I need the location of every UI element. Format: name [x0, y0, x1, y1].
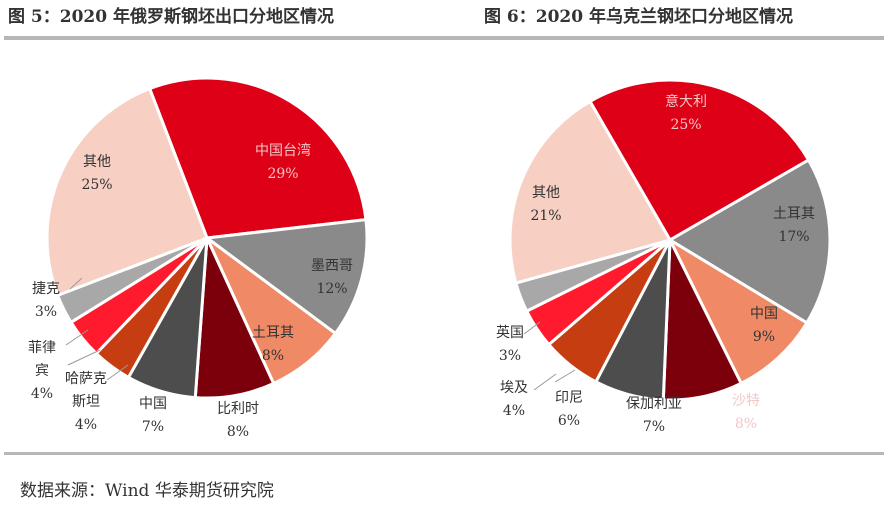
slice-label-right-0: 意大利 25% — [665, 93, 707, 133]
pie-slice-right-8 — [508, 99, 673, 285]
slice-label-right-4: 保加利亚 7% — [626, 396, 682, 435]
slice-pct: 7% — [142, 419, 164, 435]
slice-label-right-1: 土耳其 17% — [773, 206, 815, 245]
chart-title-left: 图 5：2020 年俄罗斯钢坯出口分地区情况 — [8, 7, 334, 27]
pie-slice-left-1 — [203, 217, 369, 336]
slice-pct: 8% — [262, 348, 284, 364]
slice-pct: 25% — [670, 117, 701, 133]
leader-line — [533, 373, 557, 391]
chart-title-right: 图 6：2020 年乌克兰钢坯口分地区情况 — [484, 7, 793, 27]
slice-name: 菲律 — [28, 340, 56, 356]
slice-name: 捷克 — [32, 281, 60, 297]
pie-chart-right: 意大利 25% 土耳其 17% 中国 9% 沙特 8% 保加利亚 7% 印尼 6% 埃及 4% 英国 3% 其他… — [496, 78, 832, 435]
slice-name: 墨西哥 — [311, 258, 353, 274]
slice-label-right-8: 其他 21% — [530, 185, 561, 224]
slice-pct: 25% — [81, 177, 112, 193]
slice-label-left-6: 菲律宾 4% — [28, 340, 56, 402]
pie-slice-right-1 — [667, 157, 832, 325]
slice-name: 意大利 — [665, 93, 707, 110]
slice-label-right-5: 印尼 6% — [555, 390, 583, 429]
slice-pct: 3% — [499, 348, 521, 364]
slice-name: 英国 — [496, 324, 524, 341]
slice-name: 中国台湾 — [255, 142, 311, 159]
leader-line — [523, 321, 541, 335]
slice-label-left-3: 比利时 8% — [217, 401, 259, 440]
slice-name: 中国 — [750, 306, 778, 322]
slice-name: 埃及 — [500, 380, 528, 396]
slice-name: 沙特 — [732, 393, 760, 409]
slice-name: 中国 — [139, 396, 167, 412]
pie-slice-left-8 — [45, 86, 209, 298]
slice-pct: 4% — [503, 403, 525, 419]
leader-line — [65, 329, 89, 346]
slice-name: 斯坦 — [72, 394, 100, 410]
slice-pct: 4% — [31, 386, 53, 402]
leader-line — [554, 369, 576, 383]
slice-pct: 8% — [735, 416, 757, 432]
source-note: 数据来源：Wind 华泰期货研究院 — [20, 481, 274, 501]
slice-label-right-6: 埃及 4% — [500, 380, 528, 419]
slice-name: 宾 — [35, 363, 49, 379]
slice-name: 其他 — [83, 154, 111, 170]
slice-label-left-8: 其他 25% — [81, 154, 112, 193]
slice-name: 比利时 — [217, 401, 259, 417]
slice-pct: 7% — [643, 419, 665, 435]
leader-line — [69, 277, 83, 290]
leader-line — [106, 364, 129, 381]
slice-pct: 3% — [35, 304, 57, 320]
slice-pct: 17% — [778, 229, 809, 245]
slice-name: 哈萨克 — [65, 371, 107, 387]
slice-label-left-2: 土耳其 8% — [252, 325, 294, 364]
slice-name: 土耳其 — [773, 206, 815, 222]
slice-pct: 12% — [316, 281, 347, 297]
bottom-divider — [4, 452, 884, 455]
slice-label-left-1: 墨西哥 12% — [311, 258, 353, 297]
slice-pct: 4% — [75, 417, 97, 433]
slice-pct: 9% — [753, 329, 775, 345]
pie-slice-right-2 — [666, 236, 809, 386]
slice-name: 土耳其 — [252, 325, 294, 341]
slice-name: 其他 — [532, 185, 560, 201]
slice-pct: 21% — [530, 208, 561, 224]
pie-slice-left-0 — [147, 76, 368, 240]
slice-label-right-3: 沙特 8% — [732, 393, 760, 432]
slice-pct: 29% — [267, 166, 298, 182]
slice-label-left-4: 中国 7% — [139, 396, 167, 435]
leader-line — [67, 349, 101, 366]
slice-label-left-7: 捷克 3% — [32, 281, 60, 320]
slice-label-right-7: 英国 3% — [496, 324, 524, 364]
slice-name: 印尼 — [555, 390, 583, 406]
slice-label-left-0: 中国台湾 29% — [255, 142, 311, 182]
slice-pct: 8% — [227, 424, 249, 440]
pie-slice-right-0 — [587, 78, 811, 243]
slice-label-right-2: 中国 9% — [750, 306, 778, 345]
top-divider — [4, 36, 884, 40]
slice-name: 保加利亚 — [626, 396, 682, 412]
slice-pct: 6% — [558, 413, 580, 429]
